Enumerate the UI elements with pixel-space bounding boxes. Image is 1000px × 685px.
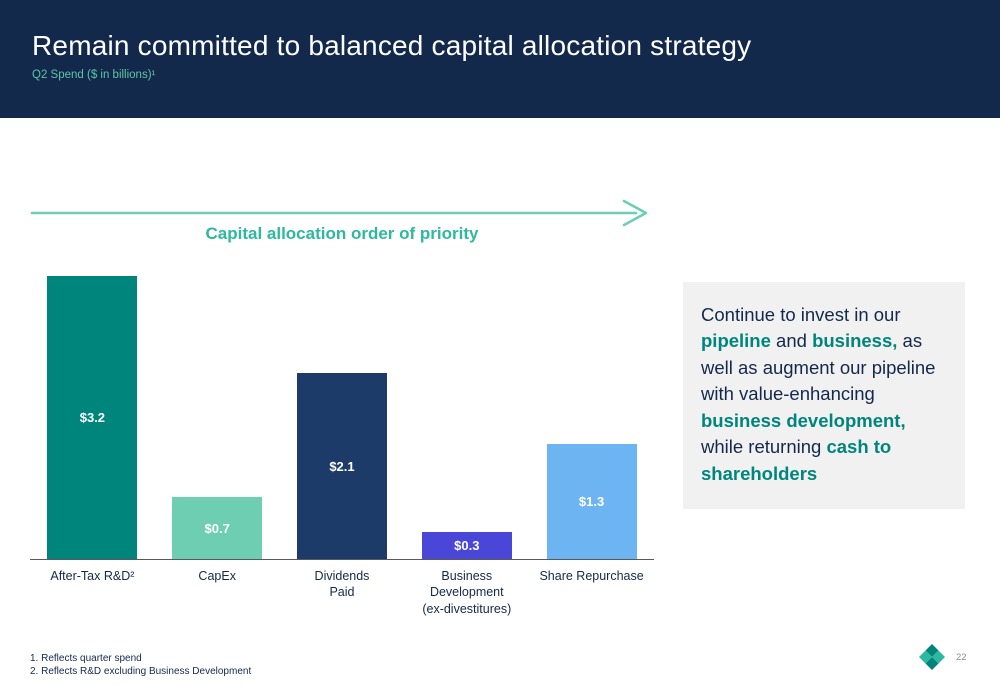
bar-1: $3.2: [47, 276, 138, 559]
callout-emphasis-text: pipeline: [701, 330, 771, 352]
bar-2: $0.7: [172, 497, 263, 559]
page-number: 22: [956, 652, 967, 663]
bar-value-label: $3.2: [79, 410, 106, 425]
footnote: 1. Reflects quarter spend: [30, 653, 142, 664]
callout-text: Continue to invest in our: [701, 304, 901, 325]
bar-column: $2.1: [280, 373, 405, 559]
callout-emphasis-text: cash to shareholders: [701, 436, 892, 484]
bar-5: $1.3: [546, 444, 637, 559]
company-logo-icon: [919, 644, 945, 670]
callout-text: while returning: [701, 436, 827, 458]
bar-4: $0.3: [421, 532, 512, 559]
callout-text: as well as augment our pipeline with val…: [701, 330, 936, 405]
category-label: After-Tax R&D²: [50, 569, 135, 583]
chart-subtitle: Q2 Spend ($ in billions)¹: [32, 69, 156, 81]
footnote: 2. Reflects R&D excluding Business Devel…: [30, 666, 252, 677]
category-label: Share Repurchase: [539, 569, 644, 583]
bar-value-label: $1.3: [578, 494, 605, 509]
bar-3: $2.1: [296, 373, 387, 559]
footnotes: 1. Reflects quarter spend 2. Reflects R&D…: [30, 652, 251, 678]
bar-column: $3.2: [30, 276, 155, 559]
bar-chart-plot-area: $3.2 $0.7 $2.1 $0.3 $1.3: [30, 276, 654, 560]
bar-column: $0.7: [155, 497, 280, 559]
category-label: Business Development (ex-divestitures): [422, 569, 512, 616]
bar-value-label: $2.1: [329, 458, 355, 474]
bar-value-label: $0.7: [204, 520, 230, 536]
page-title: Remain committed to balanced capital all…: [32, 30, 752, 61]
bar-chart-category-axis: After-Tax R&D² CapEx Dividends Paid Busines…: [30, 568, 654, 617]
bar-column: $1.3: [529, 444, 654, 559]
header-banner: Remain committed to balanced capital all…: [0, 0, 1000, 118]
callout-emphasis-text: business development,: [701, 409, 906, 431]
bar-value-label: $0.3: [454, 538, 480, 553]
commentary-callout: Continue to invest in our pipeline and b…: [683, 282, 965, 510]
priority-arrow-label: Capital allocation order of priority: [205, 224, 479, 243]
category-label: Dividends Paid: [314, 569, 370, 600]
capital-allocation-chart: $3.2 $0.7 $2.1 $0.3 $1.3 After-Tax R&D² CapEx…: [30, 276, 654, 617]
callout-text: and: [770, 330, 813, 352]
callout-emphasis-text: business,: [812, 330, 898, 352]
category-label: CapEx: [198, 569, 236, 583]
priority-arrow-icon: [30, 198, 654, 228]
bar-column: $0.3: [404, 532, 529, 559]
